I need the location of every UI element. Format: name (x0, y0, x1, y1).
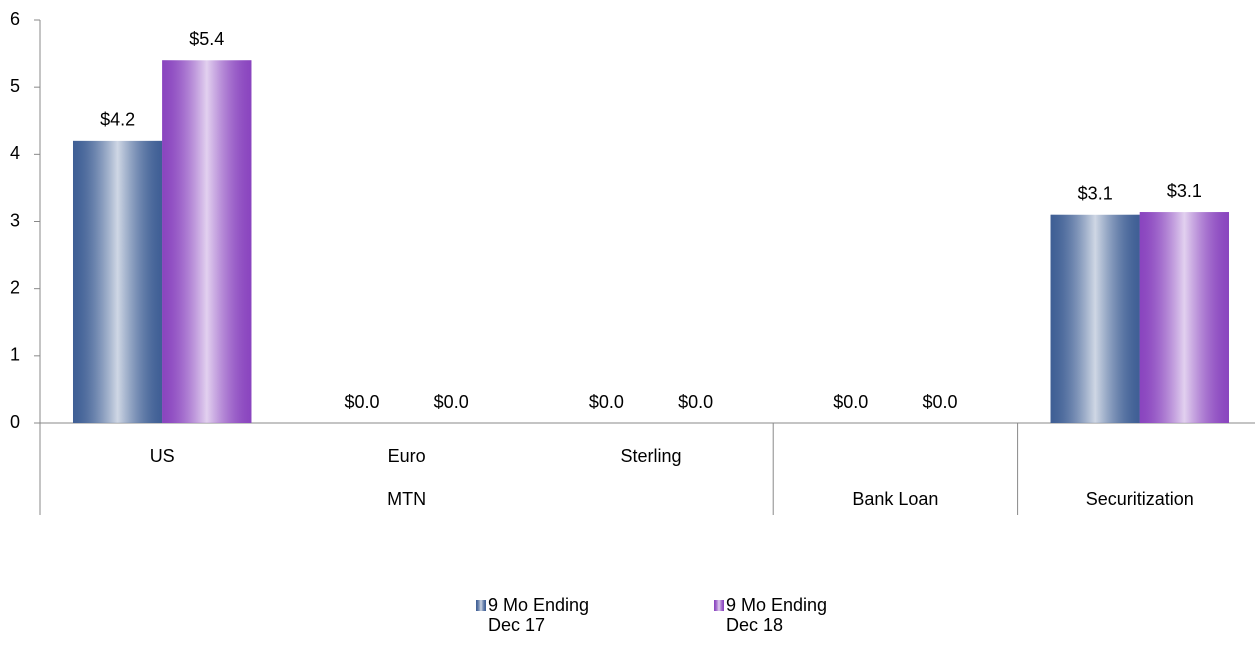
bar-shade (1050, 214, 1140, 423)
y-tick-label: 6 (10, 9, 20, 29)
x-tick-label: Euro (388, 446, 426, 466)
data-label: $3.1 (1167, 181, 1202, 201)
bar-shade (162, 60, 252, 424)
data-label: $0.0 (434, 392, 469, 412)
data-label: $0.0 (678, 392, 713, 412)
y-tick-label: 5 (10, 76, 20, 96)
group-label: Securitization (1086, 489, 1194, 509)
y-tick-label: 1 (10, 345, 20, 365)
legend-swatch-shade (476, 600, 486, 611)
legend-label: 9 Mo Ending Dec 17 (488, 595, 590, 635)
data-label: $0.0 (833, 392, 868, 412)
data-label: $0.0 (922, 392, 957, 412)
legend-swatch-shade (714, 600, 724, 611)
y-tick-label: 3 (10, 210, 20, 230)
x-tick-label: US (150, 446, 175, 466)
data-label: $0.0 (344, 392, 379, 412)
bar-shade (1139, 212, 1230, 423)
data-label: $0.0 (589, 392, 624, 412)
data-label: $4.2 (100, 110, 135, 130)
y-tick-label: 0 (10, 412, 20, 432)
legend-label: 9 Mo Ending Dec 18 (726, 595, 828, 635)
y-tick-label: 2 (10, 277, 20, 297)
y-tick-label: 4 (10, 143, 20, 163)
data-label: $5.4 (189, 29, 224, 49)
group-label: Bank Loan (852, 489, 938, 509)
data-label: $3.1 (1078, 184, 1113, 204)
bar-shade (72, 140, 163, 423)
x-tick-label: Sterling (620, 446, 681, 466)
group-label: MTN (387, 489, 426, 509)
